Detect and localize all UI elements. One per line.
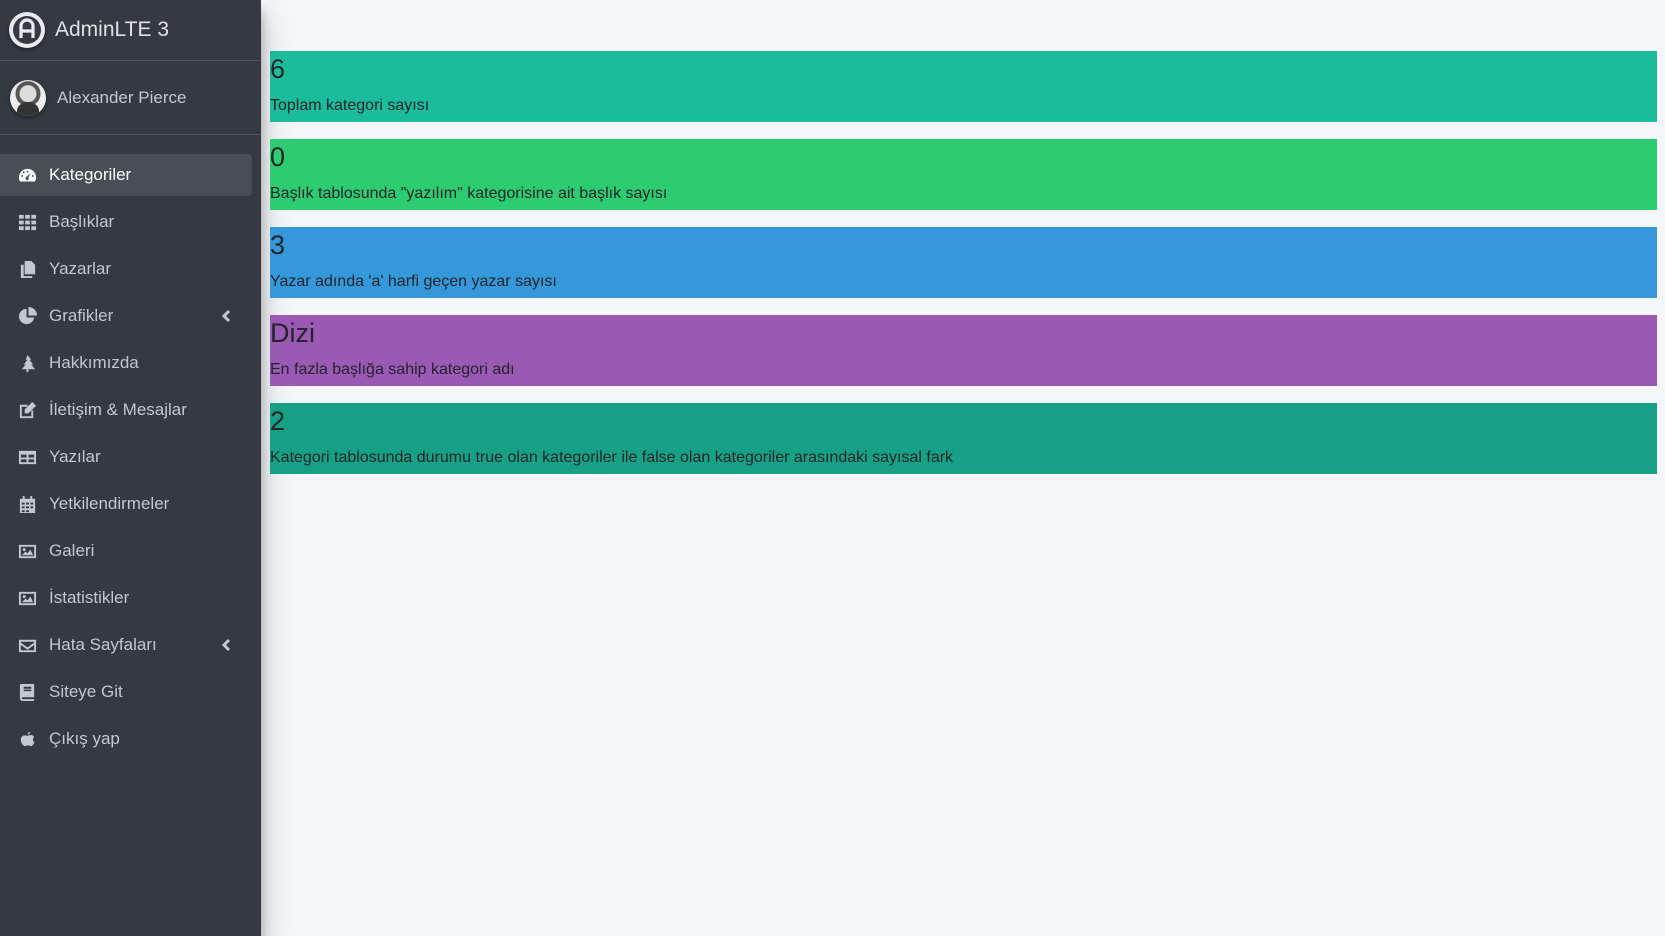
sidebar-item-yetkilendirmeler[interactable]: Yetkilendirmeler — [0, 483, 252, 525]
sidebar-item-label: Hakkımızda — [49, 353, 139, 372]
sidebar-item-cikis-yap[interactable]: Çıkış yap — [0, 718, 252, 760]
user-panel[interactable]: Alexander Pierce — [0, 61, 261, 135]
sidebar-item-label: Yetkilendirmeler — [49, 494, 170, 513]
sidebar-item-hata-sayfalari[interactable]: Hata Sayfaları — [0, 624, 252, 666]
chevron-left-icon[interactable] — [220, 308, 234, 323]
sidebar-item-yazarlar[interactable]: Yazarlar — [0, 248, 252, 290]
sidebar-item-label: Grafikler — [49, 306, 114, 325]
stat-label: Kategori tablosunda durumu true olan kat… — [270, 449, 954, 466]
chevron-left-icon[interactable] — [220, 637, 234, 652]
apple-icon — [17, 729, 37, 749]
sidebar-item-istatistikler[interactable]: İstatistikler — [0, 577, 252, 619]
stat-label: Yazar adında 'a' harfi geçen yazar sayıs… — [270, 273, 557, 290]
pie-chart-icon — [17, 306, 37, 326]
sidebar-item-label: İletişim & Mesajlar — [49, 400, 187, 419]
sidebar-item-label: Başlıklar — [49, 212, 115, 231]
sidebar-item-label: Yazılar — [49, 447, 101, 466]
sidebar-item-label: Çıkış yap — [49, 729, 120, 748]
copy-icon — [17, 259, 37, 279]
stat-value: 3 — [270, 230, 286, 260]
brand-link[interactable]: AdminLTE 3 — [0, 0, 261, 61]
sidebar: AdminLTE 3 Alexander Pierce Kategoriler … — [0, 0, 261, 936]
sidebar-nav: Kategoriler Başlıklar Yazarlar Grafikler — [0, 135, 261, 760]
stat-value: Dizi — [270, 318, 315, 348]
stat-label: Başlık tablosunda "yazılım" kategorisine… — [270, 185, 668, 202]
image-icon — [17, 588, 37, 608]
sidebar-item-label: Siteye Git — [49, 682, 123, 701]
table-icon — [17, 447, 37, 467]
sidebar-item-galeri[interactable]: Galeri — [0, 530, 252, 572]
adminlte-logo-icon — [9, 12, 45, 48]
sidebar-item-kategoriler[interactable]: Kategoriler — [0, 154, 252, 196]
stat-box-category-count: 6 Toplam kategori sayısı — [270, 51, 1657, 122]
image-icon — [17, 541, 37, 561]
sidebar-item-basliklar[interactable]: Başlıklar — [0, 201, 252, 243]
sidebar-item-label: Yazarlar — [49, 259, 112, 278]
tachometer-icon — [17, 165, 37, 185]
sidebar-item-label: İstatistikler — [49, 588, 130, 607]
stat-box-author-a-count: 3 Yazar adında 'a' harfi geçen yazar say… — [270, 227, 1657, 298]
sidebar-item-label: Galeri — [49, 541, 95, 560]
sidebar-item-siteye-git[interactable]: Siteye Git — [0, 671, 252, 713]
main-content: 6 Toplam kategori sayısı 0 Başlık tablos… — [270, 51, 1657, 491]
tree-icon — [17, 353, 37, 373]
sidebar-item-label: Hata Sayfaları — [49, 635, 157, 654]
stat-box-software-title-count: 0 Başlık tablosunda "yazılım" kategorisi… — [270, 139, 1657, 210]
sidebar-item-yazilar[interactable]: Yazılar — [0, 436, 252, 478]
stat-box-top-category: Dizi En fazla başlığa sahip kategori adı — [270, 315, 1657, 386]
stat-value: 6 — [270, 54, 286, 84]
stat-box-status-difference: 2 Kategori tablosunda durumu true olan k… — [270, 403, 1657, 474]
avatar — [10, 79, 46, 116]
stat-label: Toplam kategori sayısı — [270, 97, 430, 114]
envelope-icon — [17, 635, 37, 655]
stat-value: 0 — [270, 142, 286, 172]
user-name[interactable]: Alexander Pierce — [57, 87, 187, 107]
edit-icon — [17, 400, 37, 420]
book-icon — [17, 682, 37, 702]
grid-icon — [17, 212, 37, 232]
calendar-icon — [17, 494, 37, 514]
stat-label: En fazla başlığa sahip kategori adı — [270, 361, 515, 378]
sidebar-item-iletisim-mesajlar[interactable]: İletişim & Mesajlar — [0, 389, 252, 431]
stat-value: 2 — [270, 406, 286, 436]
sidebar-item-hakkimizda[interactable]: Hakkımızda — [0, 342, 252, 384]
sidebar-item-grafikler[interactable]: Grafikler — [0, 295, 252, 337]
brand-title: AdminLTE 3 — [55, 18, 169, 41]
sidebar-item-label: Kategoriler — [49, 165, 132, 184]
